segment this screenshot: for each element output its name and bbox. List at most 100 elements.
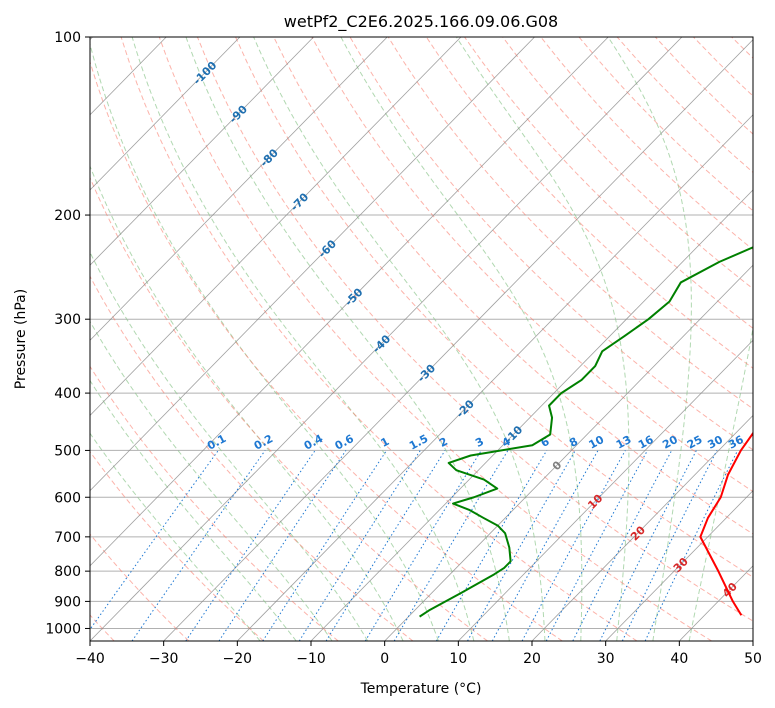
dry-adiabat-line — [235, 37, 753, 578]
moist-adiabat-line — [607, 37, 692, 641]
moist-adiabat-line — [90, 379, 297, 641]
adiabat-label: -100 — [191, 59, 220, 88]
y-tick-label: 800 — [54, 564, 81, 580]
mixing-ratio-line — [644, 450, 739, 641]
moist-adiabats — [90, 37, 753, 641]
mixing-ratio-label: 1.5 — [407, 432, 430, 453]
mixing-ratio-line — [218, 450, 347, 641]
moist-adiabat-line — [90, 251, 369, 641]
moist-adiabat-line — [131, 37, 475, 641]
isotherm-line — [605, 490, 753, 641]
dry-adiabat-line — [90, 60, 563, 641]
x-tick-label: 20 — [523, 651, 541, 667]
y-tick-label: 1000 — [45, 621, 81, 637]
isotherm-line — [310, 189, 753, 641]
mixing-ratio-label: 3 — [473, 435, 486, 450]
mixing-ratio-label: 30 — [705, 433, 725, 452]
mixing-ratio-line — [262, 450, 387, 641]
y-tick-label: 300 — [54, 312, 81, 328]
isotherm-line — [90, 37, 609, 567]
isotherms — [90, 37, 753, 641]
isotherm-line — [90, 37, 462, 417]
mixing-ratio-line — [364, 450, 482, 641]
isotherm-line — [679, 565, 753, 641]
dry-adiabat-line — [770, 37, 775, 641]
mixing-ratio-labels: 0.1 0.2 0.4 0.6 1 1.5 2 3 4 6 8 10 13 16 20 25 30 36 — [205, 432, 746, 453]
isotherm-line — [90, 37, 241, 191]
x-axis-label: Temperature (°C) — [360, 681, 482, 697]
mixing-ratio-line — [521, 450, 626, 641]
mixing-ratio-line — [599, 450, 697, 641]
mixing-ratio-label: 16 — [636, 433, 656, 452]
x-axis: −40 −30 −20 −10 0 10 20 30 40 50 — [75, 641, 762, 667]
chart-title: wetPf2_C2E6.2025.166.09.06.G08 — [284, 12, 558, 32]
mixing-ratio-line — [621, 450, 718, 641]
mixing-ratio-line — [467, 450, 576, 641]
mixing-ratio-line — [185, 450, 316, 641]
dewpoint-line — [419, 246, 753, 618]
x-tick-label: −30 — [149, 651, 179, 667]
x-tick-label: 30 — [597, 651, 615, 667]
dry-adiabat-line — [90, 365, 339, 641]
moist-adiabat-line — [90, 432, 261, 641]
adiabat-label: -40 — [370, 332, 393, 355]
y-tick-label: 100 — [54, 30, 81, 46]
mixing-ratio-label: 8 — [567, 435, 580, 450]
adiabat-label: 0 — [550, 458, 565, 473]
moist-adiabat-line — [455, 37, 630, 641]
x-tick-label: −40 — [75, 651, 105, 667]
mixing-ratio-label: 25 — [685, 433, 705, 452]
x-tick-label: −10 — [296, 651, 326, 667]
y-tick-label: 600 — [54, 490, 81, 506]
mixing-ratio-label: 20 — [660, 433, 680, 452]
moist-adiabat-line — [185, 37, 510, 641]
mixing-ratio-label: 0.6 — [333, 432, 357, 453]
y-tick-label: 700 — [54, 530, 81, 546]
y-axis: 1000 900 800 700 600 500 400 300 200 100 — [45, 30, 90, 637]
mixing-ratio-label: 2 — [437, 435, 450, 450]
dry-adiabat-line — [349, 37, 753, 451]
isotherm-line — [458, 339, 753, 641]
mixing-ratio-line — [298, 450, 421, 641]
temperature-line — [699, 431, 753, 616]
mixing-ratio-line — [325, 450, 446, 641]
plot-area: -100-90-80-70-60-50-40-30-20-10010203040… — [90, 37, 775, 641]
y-axis-label: Pressure (hPa) — [13, 289, 29, 389]
isotherm-line — [90, 37, 388, 341]
mixing-ratio-line — [90, 450, 219, 631]
moist-adiabat-line — [688, 325, 753, 641]
mixing-ratio-line — [435, 450, 548, 641]
mixing-ratio-line — [131, 450, 266, 641]
y-tick-label: 900 — [54, 594, 81, 610]
dry-adiabat-line — [425, 37, 753, 369]
isotherm-line — [237, 114, 753, 641]
mixing-ratio-label: 36 — [726, 433, 746, 452]
moist-adiabat-line — [253, 37, 546, 641]
isotherm-line — [90, 37, 535, 492]
isotherm-line — [90, 37, 683, 641]
x-tick-label: 10 — [449, 651, 467, 667]
moist-adiabat-line — [90, 164, 404, 641]
dry-adiabat-line — [464, 37, 753, 329]
y-tick-label: 400 — [54, 386, 81, 402]
mixing-ratio-line — [393, 450, 509, 641]
isotherm-line — [384, 264, 753, 641]
dry-adiabat-line — [90, 533, 190, 641]
isotherm-line — [531, 414, 753, 641]
dry-adiabat-line — [196, 37, 753, 622]
moist-adiabat-line — [90, 42, 439, 641]
x-tick-label: 50 — [744, 651, 762, 667]
mixing-ratio-label: 13 — [614, 433, 634, 452]
dry-adiabat-line — [502, 37, 753, 290]
isotherm-line — [163, 39, 753, 641]
dry-adiabat-line — [90, 176, 488, 641]
mixing-ratio-label: 10 — [587, 433, 607, 452]
dry-adiabat-line — [387, 37, 753, 410]
y-tick-label: 500 — [54, 443, 81, 459]
dry-adiabat-line — [90, 275, 414, 641]
y-tick-label: 200 — [54, 208, 81, 224]
isotherm-line — [90, 37, 314, 266]
isotherm-line — [752, 640, 753, 641]
dry-adiabat-line — [654, 37, 753, 135]
